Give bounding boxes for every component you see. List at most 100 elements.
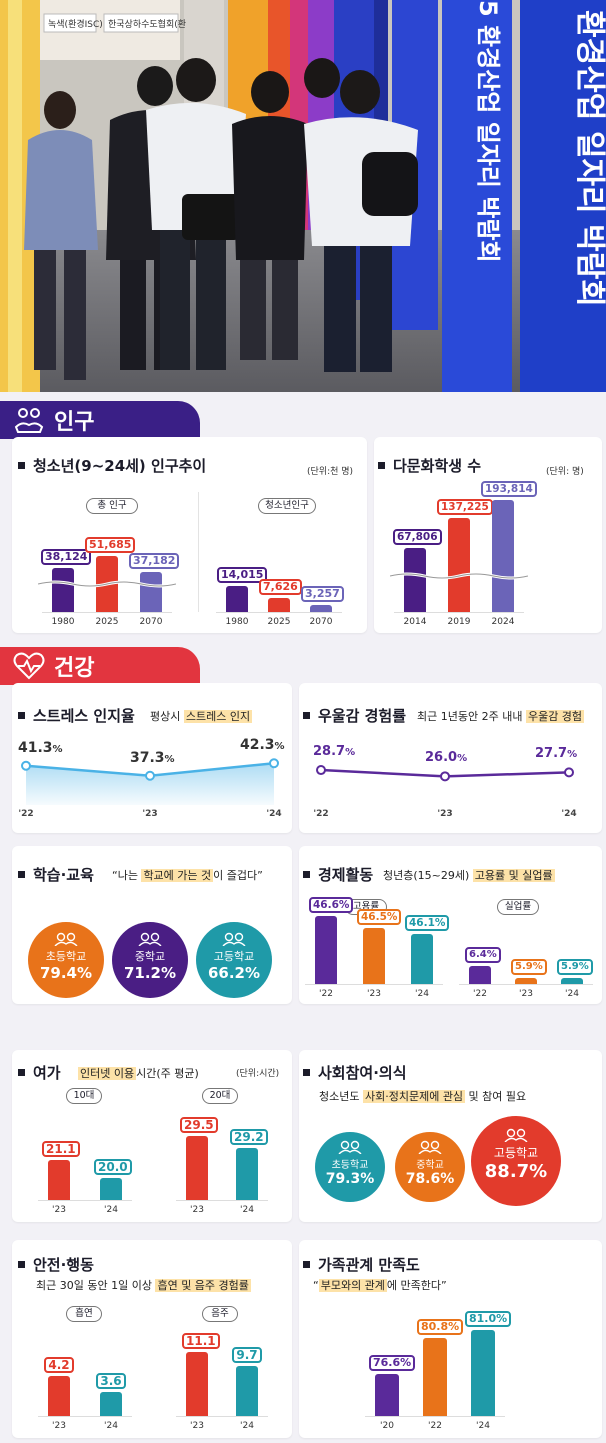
- panel-safety: 안전·행동 최근 30일 동안 1일 이상 흡연 및 음주 경험률 흡연 음주 …: [12, 1240, 292, 1438]
- section-title-health: 건강: [54, 656, 95, 681]
- chart-data-label: 14,015: [217, 567, 268, 583]
- students-icon: [222, 932, 246, 946]
- chart-bar: [423, 1338, 447, 1416]
- chart-bar: [186, 1352, 208, 1416]
- students-icon: [338, 1140, 362, 1154]
- chart-tick-label: '23: [52, 1205, 66, 1215]
- axis-break-mark: [389, 565, 529, 580]
- chart-bar: [315, 916, 337, 984]
- learning-middle-label: 중학교: [134, 950, 166, 963]
- safety-subtitle: 최근 30일 동안 1일 이상 흡연 및 음주 경험률: [36, 1277, 251, 1293]
- safety-title: 안전·행동: [18, 1254, 94, 1275]
- leisure-sub-plain: 시간(주 평균): [136, 1067, 199, 1080]
- chart-data-label: 28.7%: [313, 744, 356, 760]
- panel-economic: 경제활동 청년층(15~29세) 고용률 및 실업률 고용률 실업률 46.6%…: [299, 846, 602, 1004]
- chart-data-label: 29.5: [180, 1117, 218, 1133]
- drinking-pill: 음주: [202, 1306, 238, 1322]
- learning-high-circle: 고등학교 66.2%: [196, 922, 272, 998]
- chart-tick-label: '24: [240, 1421, 254, 1431]
- stress-sub-highlight: 스트레스 인지: [183, 710, 253, 723]
- chart-data-label: 76.6%: [369, 1355, 416, 1371]
- chart-bar: [236, 1148, 258, 1200]
- chart-baseline: [459, 984, 593, 985]
- chart-baseline: [365, 1416, 505, 1417]
- leisure-unit: (단위:시간): [236, 1069, 280, 1079]
- chart-tick-label: '22: [319, 989, 333, 999]
- chart-data-label: 80.8%: [417, 1319, 464, 1335]
- chart-bar: [48, 1376, 70, 1416]
- chart-tick-label: '24: [561, 809, 577, 819]
- family-sub-q2: 에 만족한다”: [386, 1279, 447, 1292]
- twenty-pill: 20대: [202, 1088, 238, 1104]
- chart-tick-label: '23: [437, 809, 453, 819]
- chart-tick-label: '24: [415, 989, 429, 999]
- chart-tick-label: '22: [18, 809, 34, 819]
- leisure-title: 여가: [18, 1062, 61, 1083]
- chart-data-label: 137,225: [437, 499, 493, 515]
- unit-suffix: %: [274, 741, 285, 753]
- chart-tick-label: 1980: [51, 617, 75, 627]
- chart-data-label: 3,257: [301, 586, 344, 602]
- chart-bar: [268, 598, 290, 612]
- social-sub-highlight: 사회·정치문제에 관심: [362, 1090, 466, 1103]
- social-high-circle: 고등학교 88.7%: [471, 1116, 561, 1206]
- depression-sub-highlight: 우울감 경험: [525, 710, 585, 723]
- axis-break-mark: [37, 573, 177, 588]
- social-elementary-circle: 초등학교 79.3%: [315, 1132, 385, 1202]
- booth-sign-2: 한국상하수도협회(환: [108, 18, 186, 30]
- depression-title: 우울감 경험률: [303, 705, 406, 726]
- unit-suffix: %: [52, 743, 63, 755]
- chart-baseline: [176, 1416, 268, 1417]
- chart-data-label: 9.7: [232, 1347, 262, 1363]
- leisure-subtitle: 인터넷 이용 시간(주 평균): [78, 1065, 199, 1081]
- learning-elementary-label: 초등학교: [45, 950, 87, 963]
- panel-depression: 우울감 경험률 최근 1년동안 2주 내내 우울감 경험 28.7% '22 26.…: [299, 683, 602, 833]
- data-point: [440, 771, 450, 782]
- booth-sign-1: 녹색(환경ISC): [48, 18, 103, 30]
- chart-data-label: 5.9%: [511, 959, 547, 975]
- chart-data-label: 46.1%: [405, 915, 450, 931]
- social-subtitle: 청소년도 사회·정치문제에 관심 및 참여 필요: [319, 1088, 526, 1104]
- multicultural-title: 다문화학생 수: [378, 455, 481, 476]
- social-middle-label: 중학교: [416, 1160, 444, 1171]
- chart-data-label: 29.2: [230, 1129, 268, 1145]
- social-middle-circle: 중학교 78.6%: [395, 1132, 465, 1202]
- chart-data-label: 6.4%: [465, 947, 501, 963]
- section-tab-population: 인구: [0, 401, 200, 439]
- chart-tick-label: '23: [190, 1205, 204, 1215]
- chart-bar: [363, 928, 385, 984]
- panel-multicultural: 다문화학생 수 (단위: 명) 67,806 2014 137,225 2019 193…: [374, 437, 602, 633]
- chart-tick-label: '22: [428, 1421, 442, 1431]
- chart-data-label: 5.9%: [557, 959, 593, 975]
- economic-sub-highlight: 고용률 및 실업률: [472, 869, 555, 882]
- chart-bar: [411, 934, 433, 984]
- chart-baseline: [38, 1200, 132, 1201]
- family-title: 가족관계 만족도: [303, 1254, 420, 1275]
- chart-tick-label: 2014: [403, 617, 427, 627]
- chart-data-label: 26.0%: [425, 750, 468, 766]
- chart-tick-label: 2019: [447, 617, 471, 627]
- hero-photo: 환경산업 일자리 박람회 5 환경산업 일자리 박람회 녹색(환경ISC) 한국…: [0, 0, 606, 392]
- safety-sub-plain: 최근 30일 동안 1일 이상: [36, 1279, 156, 1292]
- chart-data-label: 193,814: [481, 481, 537, 497]
- family-sub-highlight: 부모와의 관계: [318, 1279, 387, 1292]
- social-elementary-value: 79.3%: [325, 1171, 375, 1187]
- chart-data-label: 27.7%: [535, 746, 578, 762]
- chart-data-label: 51,685: [85, 537, 136, 553]
- chart-tick-label: '24: [104, 1421, 118, 1431]
- economic-subtitle: 청년층(15~29세) 고용률 및 실업률: [383, 867, 555, 883]
- chart-data-label: 46.5%: [357, 909, 402, 925]
- chart-data-label: 7,626: [259, 579, 302, 595]
- chart-tick-label: 1980: [225, 617, 249, 627]
- line-chart-svg: [316, 765, 574, 782]
- family-sub-q1: “: [313, 1279, 319, 1292]
- learning-middle-circle: 중학교 71.2%: [112, 922, 188, 998]
- chart-bar: [492, 500, 514, 612]
- panel-social: 사회참여·의식 청소년도 사회·정치문제에 관심 및 참여 필요 초등학교 79…: [299, 1050, 602, 1222]
- chart-tick-label: '24: [104, 1205, 118, 1215]
- panel-family: 가족관계 만족도 “부모와의 관계 에 만족한다” 76.6% '20 80.8% '2…: [299, 1240, 602, 1438]
- social-elementary-label: 초등학교: [331, 1160, 369, 1171]
- data-point: [564, 767, 574, 778]
- data-point: [269, 758, 279, 769]
